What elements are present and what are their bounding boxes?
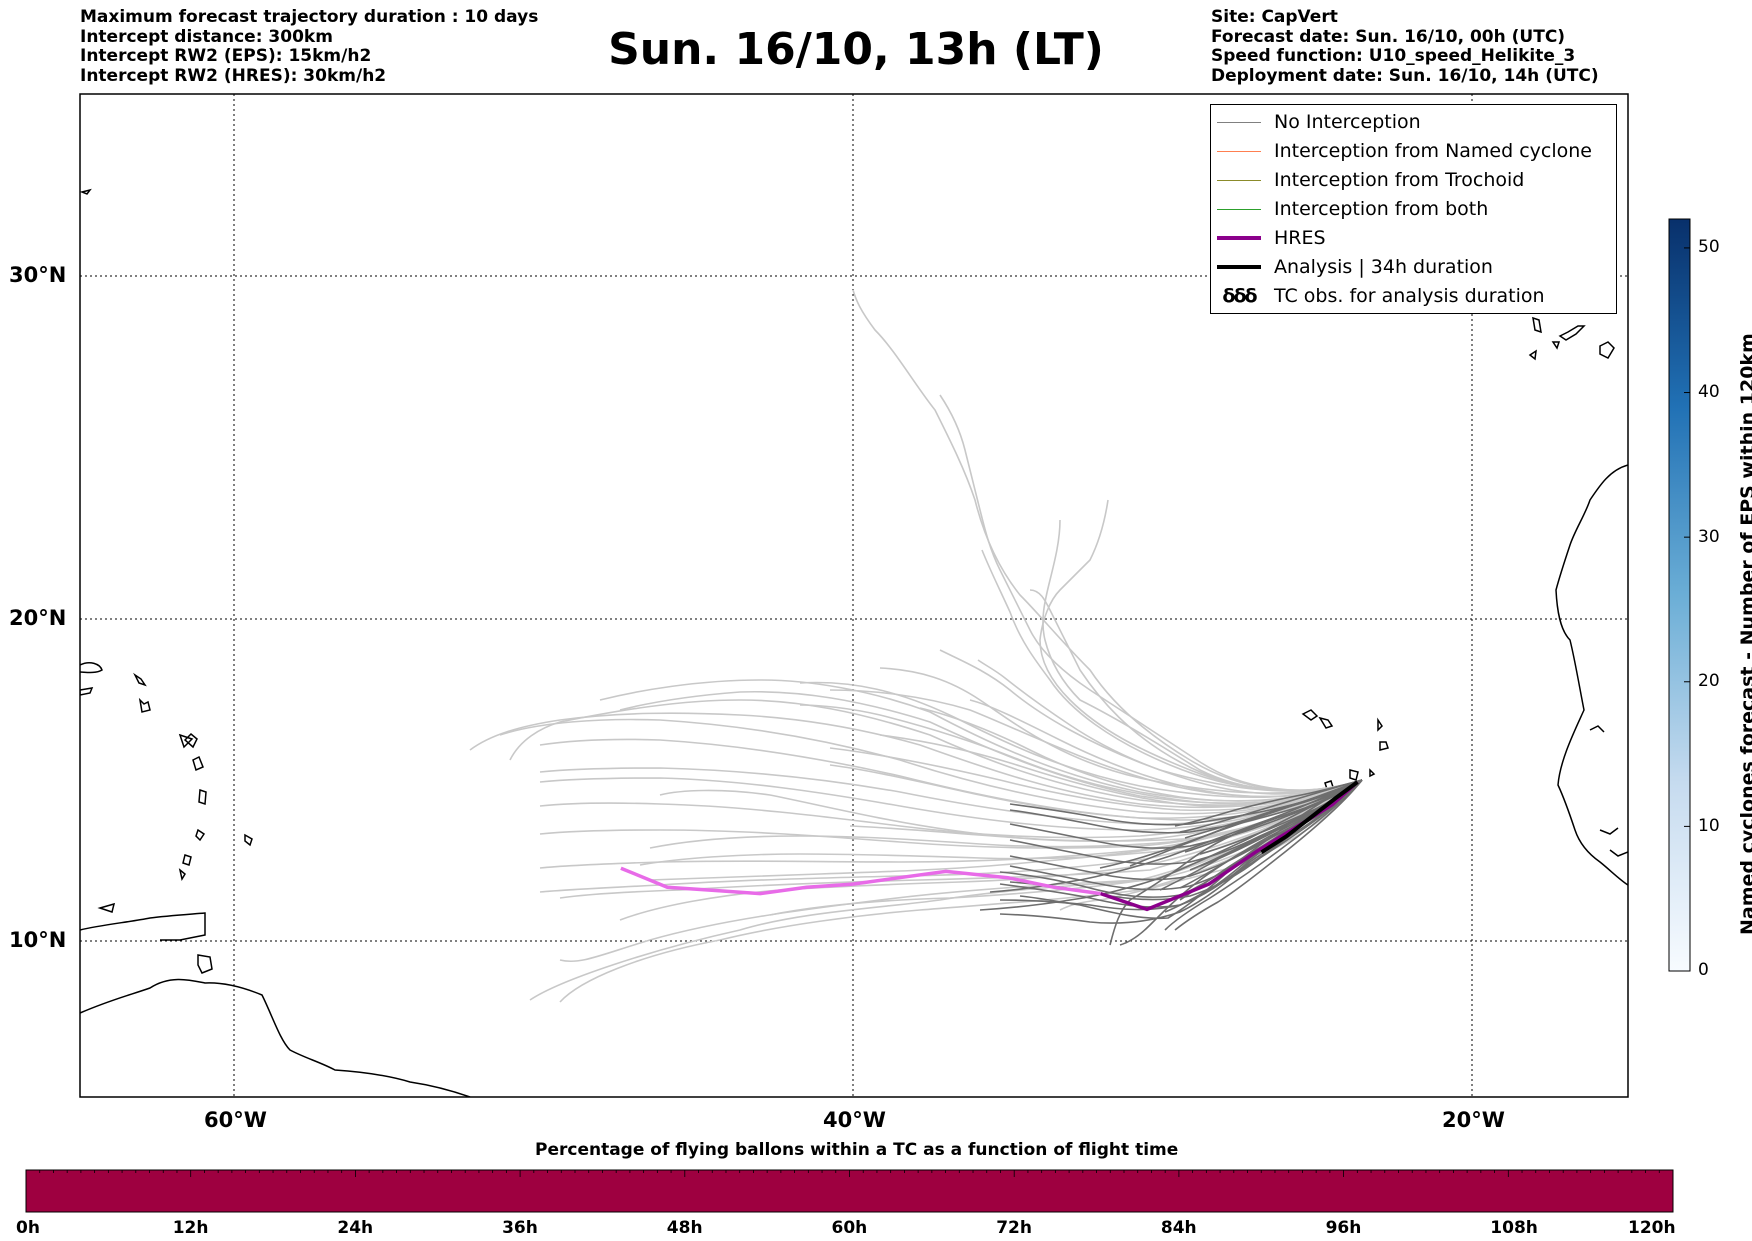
hres-trajectory — [1100, 780, 1359, 912]
coast-canaries-5 — [1528, 349, 1537, 361]
legend-item-tc-obs: δδδ TC obs. for analysis duration — [1211, 283, 1545, 309]
coast-africa-bays — [1589, 725, 1628, 857]
legend-swatch — [1217, 121, 1261, 123]
colorbar-bottom-tick-label: 48h — [666, 1218, 703, 1238]
coast-guadeloupe — [138, 697, 151, 713]
coast-antilles-3 — [198, 788, 207, 806]
colorbar-bottom-tick-label: 96h — [1325, 1218, 1362, 1238]
legend: No Interception Interception from Named … — [1210, 104, 1617, 314]
tc-symbol-icon: δδδ — [1222, 285, 1257, 307]
colorbar-right-label: Named cyclones forecast - Number of EPS … — [1737, 333, 1752, 935]
header-right-line: Deployment date: Sun. 16/10, 14h (UTC) — [1211, 65, 1599, 86]
lon-label-60w: 60°W — [204, 1108, 267, 1132]
coast-virgin — [133, 672, 147, 687]
analysis-trajectory — [1260, 780, 1359, 854]
colorbar-bottom-tick-label: 108h — [1490, 1218, 1538, 1238]
header-right-line: Forecast date: Sun. 16/10, 00h (UTC) — [1211, 26, 1566, 47]
legend-item-both: Interception from both — [1211, 196, 1488, 222]
header-right-info: Site: CapVert Forecast date: Sun. 16/10,… — [1211, 7, 1599, 86]
colorbar-bottom-tick-label: 84h — [1160, 1218, 1197, 1238]
hres-trajectory-far — [620, 866, 1101, 896]
colorbar-bottom-tick-label: 36h — [502, 1218, 538, 1238]
coast-canaries-2 — [1558, 325, 1586, 341]
coast-puerto — [80, 662, 103, 674]
colorbar-right-tick-label: 0 — [1698, 960, 1709, 980]
header-left-line: Intercept distance: 300km — [80, 26, 333, 47]
coast-canaries-3 — [1599, 341, 1615, 359]
legend-label: Interception from Named cyclone — [1274, 140, 1592, 162]
coast-canaries-4 — [1551, 341, 1561, 350]
colorbar-bottom-ticks — [25, 1170, 1674, 1177]
legend-label: Interception from both — [1274, 198, 1489, 220]
coast-azores-small — [80, 188, 92, 195]
colorbar-right — [1668, 218, 1691, 972]
legend-label: Analysis | 34h duration — [1274, 256, 1493, 278]
legend-item-analysis: Analysis | 34h duration — [1211, 254, 1493, 280]
colorbar-right-tick-label: 50 — [1698, 237, 1720, 257]
header-left-line: Maximum forecast trajectory duration : 1… — [80, 7, 539, 27]
colorbar-bottom-tick-label: 0h — [16, 1218, 40, 1238]
coast-africa — [1555, 464, 1628, 886]
legend-swatch — [1217, 179, 1261, 181]
coast-venezuela — [80, 912, 206, 941]
colorbar-right-gradient — [1668, 218, 1691, 972]
header-right-line: Site: CapVert — [1211, 7, 1338, 27]
legend-item-hres: HRES — [1211, 225, 1326, 251]
page-title: Sun. 16/10, 13h (LT) — [608, 24, 1104, 75]
header-left-info: Maximum forecast trajectory duration : 1… — [80, 7, 539, 86]
colorbar-bottom — [25, 1169, 1674, 1213]
coast-antilles-1 — [183, 732, 198, 749]
coast-capeverde-6 — [1349, 769, 1359, 781]
coast-tobago — [97, 902, 116, 913]
coast-antilles-5 — [182, 854, 192, 866]
coast-antilles-2 — [192, 755, 204, 772]
colorbar-bottom-tick-label: 72h — [996, 1218, 1032, 1238]
colorbar-right-tick-label: 40 — [1698, 382, 1720, 402]
coastlines — [80, 188, 1628, 1097]
header-right-line: Speed function: U10_speed_Helikite_3 — [1211, 46, 1576, 66]
colorbar-bottom-tick-label: 12h — [172, 1218, 209, 1238]
colorbar-bottom-tick-label: 24h — [337, 1218, 374, 1238]
lon-label-40w: 40°W — [823, 1108, 886, 1132]
legend-label: HRES — [1274, 227, 1326, 249]
coast-antilles-4 — [195, 828, 206, 842]
coast-capeverde-3 — [1377, 717, 1383, 732]
coast-capeverde-2 — [1318, 716, 1334, 729]
legend-swatch — [1217, 265, 1261, 269]
coast-hispaniola — [80, 687, 94, 696]
coast-capeverde-4 — [1379, 741, 1389, 751]
colorbar-bottom-tick-label: 120h — [1628, 1218, 1676, 1238]
legend-item-named-cyclone: Interception from Named cyclone — [1211, 138, 1592, 164]
coast-antilles-7 — [244, 833, 253, 847]
lat-label-30n: 30°N — [9, 263, 67, 287]
legend-swatch — [1217, 150, 1261, 152]
header-left-line: Intercept RW2 (EPS): 15km/h2 — [80, 46, 372, 66]
colorbar-right-tick-label: 30 — [1698, 527, 1720, 547]
legend-swatch — [1217, 236, 1261, 240]
coast-canaries-1 — [1532, 316, 1542, 334]
legend-label: Interception from Trochoid — [1274, 169, 1525, 191]
colorbar-bottom-tick-label: 60h — [831, 1218, 868, 1238]
header-left-line: Intercept RW2 (HRES): 30km/h2 — [80, 65, 387, 86]
legend-item-trochoid: Interception from Trochoid — [1211, 167, 1524, 193]
legend-label: No Interception — [1274, 111, 1421, 133]
colorbar-right-tick-label: 10 — [1698, 816, 1720, 836]
lon-label-20w: 20°W — [1442, 1108, 1505, 1132]
coast-antilles-6 — [178, 868, 186, 881]
lat-label-20n: 20°N — [9, 606, 67, 630]
coast-trinidad — [197, 954, 213, 974]
coast-martinique — [178, 733, 194, 749]
colorbar-right-ticks — [1684, 247, 1690, 972]
legend-item-no-interception: No Interception — [1211, 109, 1421, 135]
legend-swatch — [1217, 208, 1261, 210]
colorbar-right-tick-label: 20 — [1698, 671, 1720, 691]
colorbar-bottom-title: Percentage of flying ballons within a TC… — [535, 1140, 1179, 1160]
coast-capeverde-1 — [1301, 709, 1319, 721]
coast-south-america — [80, 978, 471, 1097]
lat-label-10n: 10°N — [9, 928, 67, 952]
legend-label: TC obs. for analysis duration — [1274, 285, 1545, 307]
coast-capeverde-7 — [1369, 768, 1376, 778]
